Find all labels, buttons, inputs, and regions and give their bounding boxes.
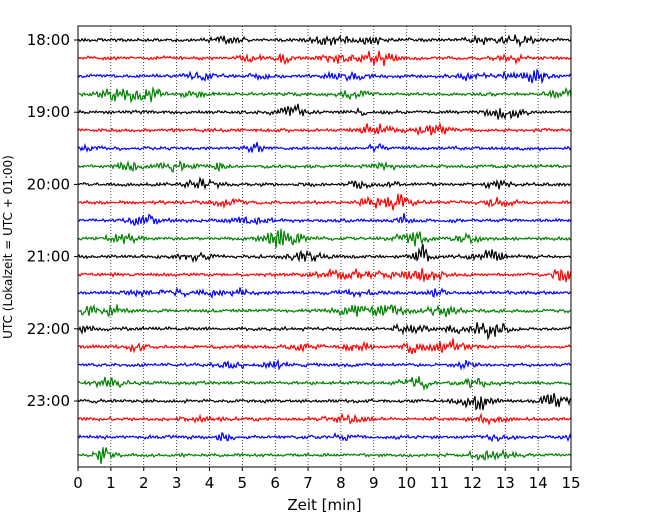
trace-line <box>77 322 572 341</box>
trace-line <box>77 103 572 120</box>
plot-frame <box>77 25 572 468</box>
y-tick-label: 18:00 <box>27 31 70 49</box>
x-tick-label: 1 <box>106 474 116 492</box>
trace-line <box>77 34 572 49</box>
x-axis-ticks: 0 1 2 3 4 5 6 7 8 9 10 11 12 13 14 15 <box>73 467 581 492</box>
trace-line <box>77 193 572 211</box>
trace-line <box>77 85 572 104</box>
x-tick-label: 4 <box>205 474 215 492</box>
trace-line <box>77 392 572 411</box>
y-tick-label: 23:00 <box>27 392 70 410</box>
x-tick-label: 6 <box>270 474 280 492</box>
trace-line <box>77 412 572 426</box>
x-tick-label: 7 <box>303 474 313 492</box>
x-tick-label: 12 <box>463 474 482 492</box>
trace-line <box>77 176 571 191</box>
x-tick-label: 3 <box>172 474 182 492</box>
trace-line <box>77 68 572 85</box>
trace-line <box>77 243 572 264</box>
x-tick-label: 13 <box>496 474 515 492</box>
trace-line <box>77 50 572 67</box>
trace-line <box>77 447 572 465</box>
y-tick-label: 20:00 <box>27 175 70 193</box>
trace-line <box>77 267 572 283</box>
x-tick-label: 10 <box>397 474 416 492</box>
seismogram-traces <box>77 34 572 465</box>
x-tick-label: 11 <box>430 474 449 492</box>
trace-line <box>77 142 572 154</box>
trace-line <box>77 431 572 443</box>
x-tick-label: 5 <box>238 474 248 492</box>
trace-line <box>77 213 572 226</box>
trace-line <box>77 228 572 248</box>
y-axis-label: UTC (Lokalzeit = UTC + 01:00) <box>1 155 15 339</box>
y-tick-label: 19:00 <box>27 103 70 121</box>
y-axis-ticks: 18:00 19:00 20:00 21:00 22:00 23:00 <box>27 31 78 410</box>
y-tick-label: 22:00 <box>27 320 70 338</box>
trace-line <box>77 376 572 391</box>
trace-line <box>77 338 572 355</box>
x-tick-label: 9 <box>369 474 379 492</box>
x-tick-label: 0 <box>73 474 83 492</box>
y-tick-label: 21:00 <box>27 248 70 266</box>
x-axis-label: Zeit [min] <box>287 496 361 514</box>
x-tick-label: 15 <box>561 474 580 492</box>
x-tick-label: 8 <box>336 474 346 492</box>
trace-line <box>77 286 572 300</box>
trace-line <box>77 159 572 173</box>
trace-line <box>77 358 572 371</box>
x-tick-label: 14 <box>529 474 548 492</box>
trace-line <box>77 303 572 318</box>
x-tick-label: 2 <box>139 474 149 492</box>
trace-line <box>77 122 572 137</box>
